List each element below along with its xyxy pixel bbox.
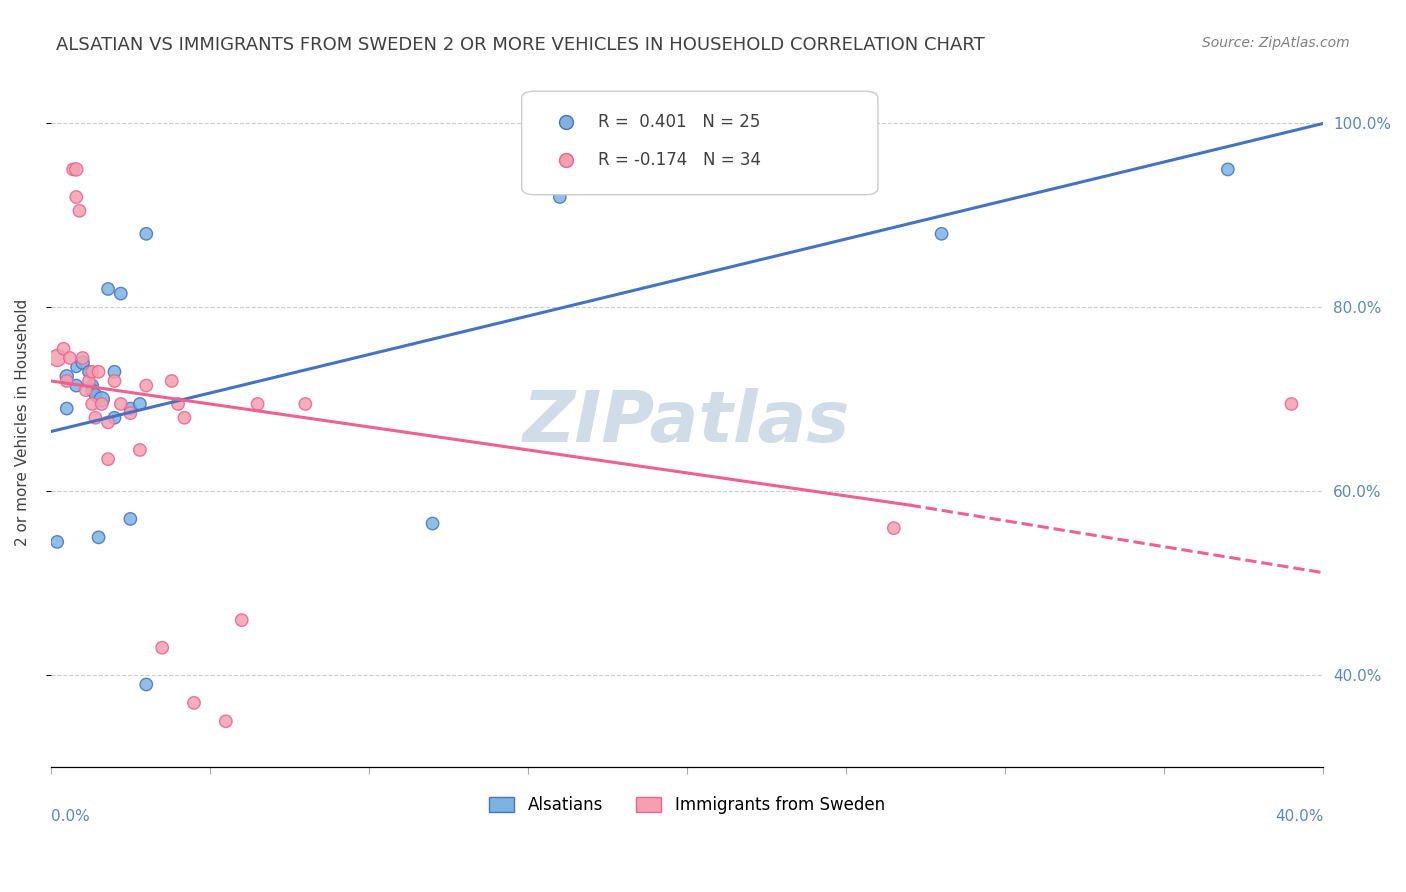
Point — [65, 360, 87, 375]
Point — [120, 401, 142, 416]
Text: Source: ZipAtlas.com: Source: ZipAtlas.com — [1202, 36, 1350, 50]
Point — [97, 415, 120, 429]
Point — [65, 378, 87, 392]
Point — [75, 383, 97, 397]
Point — [90, 392, 112, 407]
Point — [135, 677, 157, 691]
Point — [69, 203, 91, 218]
Point — [883, 521, 905, 535]
Point — [110, 397, 132, 411]
Text: R = -0.174   N = 34: R = -0.174 N = 34 — [598, 152, 761, 169]
Point — [82, 397, 104, 411]
Point — [215, 714, 238, 729]
Point — [103, 374, 125, 388]
Point — [46, 351, 69, 365]
Point — [77, 365, 100, 379]
Point — [97, 282, 120, 296]
Text: ZIPatlas: ZIPatlas — [523, 388, 851, 457]
Point — [65, 190, 87, 204]
Point — [150, 640, 173, 655]
Point — [135, 227, 157, 241]
Point — [65, 162, 87, 177]
Point — [82, 378, 104, 392]
Point — [129, 397, 152, 411]
Text: 0.0%: 0.0% — [51, 809, 90, 823]
Text: 40.0%: 40.0% — [1275, 809, 1323, 823]
Point — [84, 388, 107, 402]
Point — [82, 365, 104, 379]
Point — [294, 397, 316, 411]
Point — [90, 397, 112, 411]
Point — [103, 365, 125, 379]
Point — [55, 369, 77, 384]
Point — [103, 410, 125, 425]
Point — [160, 374, 183, 388]
Point — [87, 530, 110, 544]
Point — [52, 342, 75, 356]
Point — [97, 452, 120, 467]
Point — [72, 355, 94, 369]
Point — [1327, 227, 1350, 241]
Point — [120, 406, 142, 420]
Point — [167, 397, 190, 411]
Text: ALSATIAN VS IMMIGRANTS FROM SWEDEN 2 OR MORE VEHICLES IN HOUSEHOLD CORRELATION C: ALSATIAN VS IMMIGRANTS FROM SWEDEN 2 OR … — [56, 36, 986, 54]
Point — [422, 516, 444, 531]
FancyBboxPatch shape — [522, 91, 877, 194]
Point — [173, 410, 195, 425]
Point — [62, 162, 84, 177]
Point — [120, 512, 142, 526]
Point — [1216, 162, 1239, 177]
Point — [183, 696, 205, 710]
Point — [110, 286, 132, 301]
Point — [1281, 397, 1303, 411]
Point — [55, 374, 77, 388]
Text: R =  0.401   N = 25: R = 0.401 N = 25 — [598, 113, 761, 131]
Point — [246, 397, 269, 411]
Point — [72, 351, 94, 365]
Point — [59, 351, 82, 365]
Point — [231, 613, 253, 627]
Y-axis label: 2 or more Vehicles in Household: 2 or more Vehicles in Household — [15, 299, 30, 546]
Point — [931, 227, 953, 241]
Point — [87, 365, 110, 379]
Point — [135, 378, 157, 392]
Point — [55, 401, 77, 416]
Point — [46, 535, 69, 549]
Point — [548, 190, 571, 204]
Legend: Alsatians, Immigrants from Sweden: Alsatians, Immigrants from Sweden — [482, 789, 891, 821]
Point — [84, 410, 107, 425]
Point — [82, 383, 104, 397]
Point — [129, 442, 152, 457]
Point — [77, 374, 100, 388]
Point — [1327, 176, 1350, 190]
